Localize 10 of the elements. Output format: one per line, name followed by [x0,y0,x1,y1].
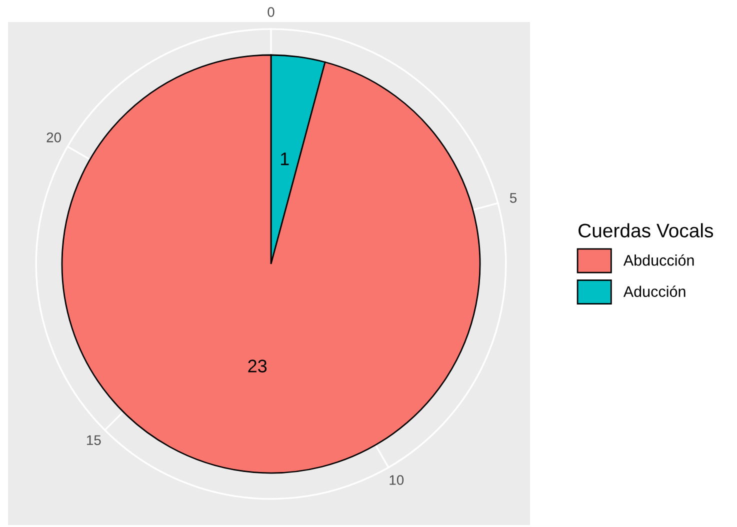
text: 15 [86,435,101,446]
legend-title: Cuerdas Vocals [578,223,714,238]
text: 10 [390,475,404,485]
legend-label: Aducción [623,286,686,298]
data-label: 1 [280,152,289,166]
text: 0 [268,7,274,17]
data-label: 23 [248,360,267,372]
text: 5 [510,193,517,203]
legend-label: Abducción [623,254,694,266]
text: 20 [46,132,61,142]
